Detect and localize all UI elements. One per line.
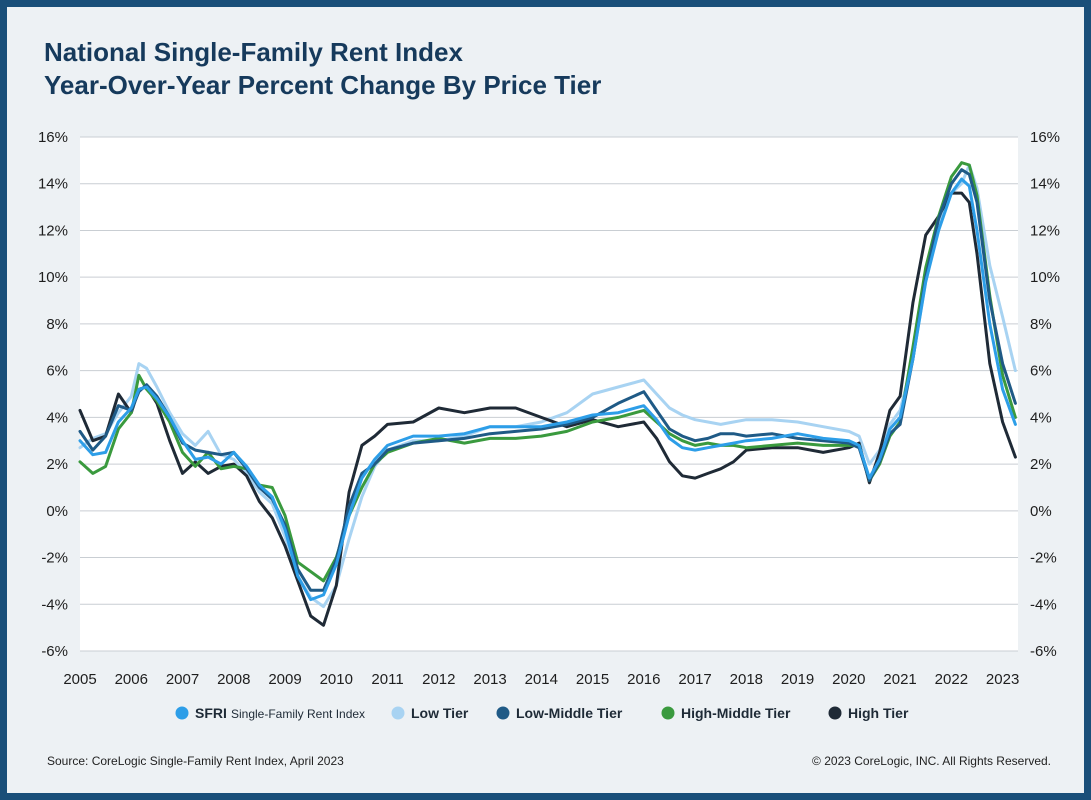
- y-tick-label-right: 8%: [1030, 316, 1052, 333]
- x-tick-label: 2021: [883, 671, 916, 688]
- y-tick-label-right: 12%: [1030, 222, 1060, 239]
- y-tick-label-right: 14%: [1030, 176, 1060, 193]
- series-line-low-middle: [78, 168, 1017, 592]
- y-tick-label-left: 0%: [46, 503, 68, 520]
- x-tick-label: 2014: [525, 671, 558, 688]
- title-line-1: National Single-Family Rent Index: [44, 37, 463, 67]
- plot-area: [80, 137, 1018, 651]
- y-tick-label-left: 8%: [46, 316, 68, 333]
- y-tick-label-right: -6%: [1030, 643, 1057, 660]
- x-tick-label: 2007: [166, 671, 199, 688]
- legend-label: SFRI: [195, 705, 227, 721]
- y-tick-label-left: 16%: [38, 129, 68, 146]
- y-tick-label-left: 14%: [38, 176, 68, 193]
- x-tick-label: 2022: [935, 671, 968, 688]
- title-line-2: Year-Over-Year Percent Change By Price T…: [44, 70, 602, 100]
- legend-sublabel: Single-Family Rent Index: [231, 707, 365, 721]
- source-note: Source: CoreLogic Single-Family Rent Ind…: [47, 754, 344, 768]
- x-tick-label: 2023: [986, 671, 1019, 688]
- legend-label: High-Middle Tier: [681, 705, 791, 721]
- x-tick-label: 2015: [576, 671, 609, 688]
- x-tick-label: 2008: [217, 671, 250, 688]
- x-tick-label: 2009: [268, 671, 301, 688]
- y-tick-label-left: -2%: [41, 550, 68, 567]
- legend-marker-low: [391, 706, 405, 720]
- y-tick-label-left: 6%: [46, 363, 68, 380]
- y-tick-label-left: 10%: [38, 269, 68, 286]
- series-line-high: [78, 191, 1017, 627]
- chart-title: National Single-Family Rent Index Year-O…: [44, 36, 601, 102]
- legend: SFRI Single-Family Rent Index Low Tier Low-…: [175, 705, 909, 721]
- y-tick-label-right: 2%: [1030, 456, 1052, 473]
- copyright-note: © 2023 CoreLogic, INC. All Rights Reserv…: [812, 754, 1051, 768]
- x-tick-label: 2019: [781, 671, 814, 688]
- legend-label: High Tier: [848, 705, 909, 721]
- x-tick-label: 2010: [320, 671, 353, 688]
- y-tick-label-left: -4%: [41, 596, 68, 613]
- x-tick-label: 2012: [422, 671, 455, 688]
- legend-marker-low-middle: [496, 706, 510, 720]
- legend-marker-high-middle: [661, 706, 675, 720]
- y-tick-label-right: 0%: [1030, 503, 1052, 520]
- y-tick-label-left: 4%: [46, 409, 68, 426]
- legend-label: Low Tier: [411, 705, 469, 721]
- y-tick-label-left: 2%: [46, 456, 68, 473]
- x-tick-label: 2005: [63, 671, 96, 688]
- x-tick-label: 2017: [678, 671, 711, 688]
- y-tick-label-right: 16%: [1030, 129, 1060, 146]
- x-tick-label: 2006: [115, 671, 148, 688]
- x-tick-label: 2016: [627, 671, 660, 688]
- y-tick-label-right: 6%: [1030, 363, 1052, 380]
- legend-marker-sfri: [175, 706, 189, 720]
- legend-label: Low-Middle Tier: [516, 705, 623, 721]
- series-line-sfri: [78, 177, 1017, 602]
- series-lines: [78, 161, 1017, 627]
- y-tick-label-right: 10%: [1030, 269, 1060, 286]
- y-tick-label-right: -4%: [1030, 596, 1057, 613]
- grid-lines: [80, 136, 1018, 652]
- y-tick-label-left: -6%: [41, 643, 68, 660]
- axis-ticks: -6% -6% -4% -4% -2% -2% 0% 0% 2% 2% 4% 4% 6% 6% 8% 8% 10…: [38, 129, 1060, 688]
- legend-marker-high: [828, 706, 842, 720]
- x-tick-label: 2018: [730, 671, 763, 688]
- y-tick-label-right: -2%: [1030, 550, 1057, 567]
- y-tick-label-right: 4%: [1030, 409, 1052, 426]
- x-tick-label: 2020: [832, 671, 865, 688]
- x-tick-label: 2013: [473, 671, 506, 688]
- y-tick-label-left: 12%: [38, 222, 68, 239]
- series-line-low: [78, 163, 1017, 609]
- x-tick-label: 2011: [371, 671, 403, 688]
